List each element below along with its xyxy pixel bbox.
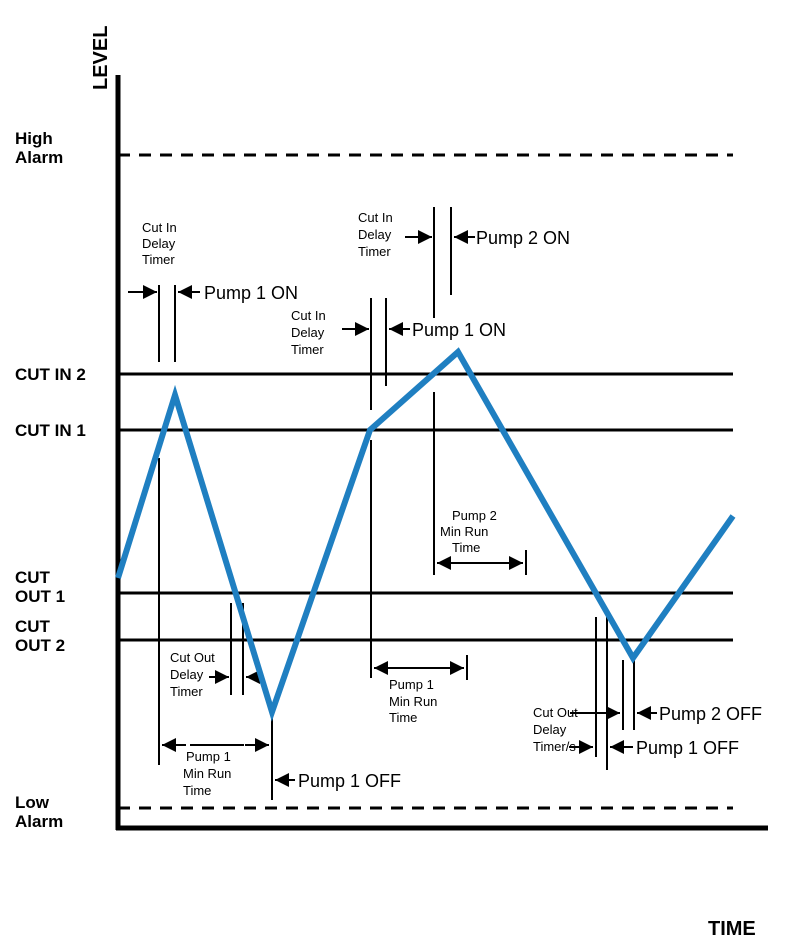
cut-in-delay-timer-label-2: Cut In Delay Timer bbox=[291, 308, 329, 357]
pump-1-min-run-time-label-2: Pump 1 Min Run Time bbox=[389, 677, 441, 725]
pump-1-on-label-1: Pump 1 ON bbox=[204, 283, 298, 303]
y-axis-label: LEVEL bbox=[90, 26, 112, 90]
high-alarm-label: High Alarm bbox=[15, 129, 63, 167]
pump-1-on-label-2: Pump 1 ON bbox=[412, 320, 506, 340]
x-axis-label: TIME bbox=[708, 918, 756, 939]
pump-2-min-run-time-label: Pump 2 Min Run Time bbox=[440, 508, 500, 555]
level-trace bbox=[115, 347, 736, 722]
cut-in-delay-timer-label-1: Cut In Delay Timer bbox=[142, 220, 180, 267]
cut-out-delay-timer-label-2: Cut Out Delay Timer/s bbox=[533, 705, 581, 754]
pump-2-off-label: Pump 2 OFF bbox=[659, 704, 762, 724]
cut-in-1-label: CUT IN 1 bbox=[15, 421, 86, 440]
cut-out-1-label: CUT OUT 1 bbox=[15, 568, 65, 606]
timing-arrows bbox=[128, 230, 657, 787]
pump-1-off-label-2: Pump 1 OFF bbox=[636, 738, 739, 758]
cut-out-delay-timer-label-1: Cut Out Delay Timer bbox=[170, 650, 218, 699]
cut-in-delay-timer-label-3: Cut In Delay Timer bbox=[358, 210, 396, 259]
pump-2-on-label: Pump 2 ON bbox=[476, 228, 570, 248]
cut-out-2-label: CUT OUT 2 bbox=[15, 617, 65, 655]
pump-1-min-run-time-label-1: Pump 1 Min Run Time bbox=[183, 749, 235, 798]
timing-markers bbox=[158, 207, 635, 800]
low-alarm-label: Low Alarm bbox=[15, 793, 63, 831]
cut-in-2-label: CUT IN 2 bbox=[15, 365, 86, 384]
pump-1-off-label-1: Pump 1 OFF bbox=[298, 771, 401, 791]
